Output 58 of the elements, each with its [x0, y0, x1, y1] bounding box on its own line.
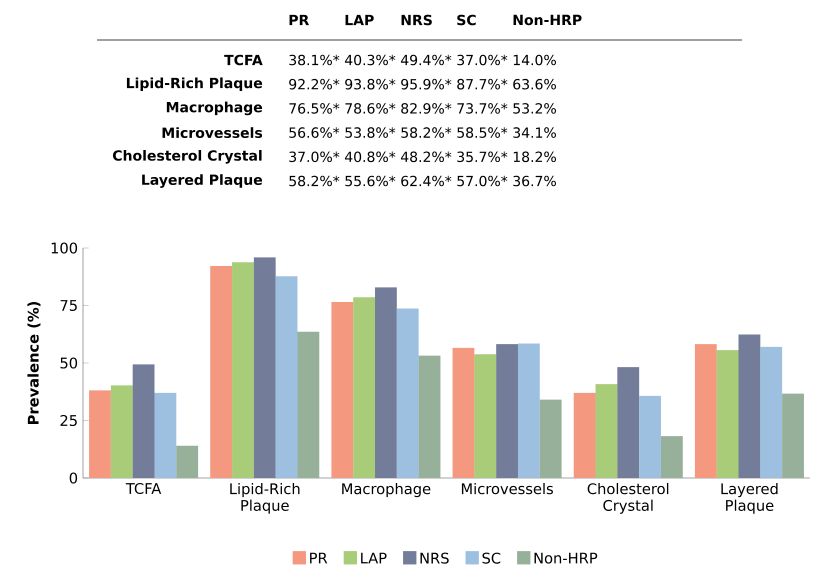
category-label: Lipid-Rich Plaque: [126, 77, 262, 91]
text: 92.2%*: [289, 78, 340, 90]
text: 18.2%: [514, 152, 556, 162]
y-tick-label: 25: [60, 414, 77, 426]
text: 73.7%*: [457, 103, 508, 114]
x-tick-label: Layered Plaque: [721, 482, 778, 514]
text: 37.0%*: [289, 152, 340, 162]
text: 93.8%*: [345, 78, 396, 90]
text: 48.2%*: [400, 152, 452, 162]
x-tick-label: Lipid-Rich Plaque: [230, 482, 300, 514]
text: 36.7%: [513, 176, 556, 186]
y-tick-label: 0: [70, 472, 78, 484]
text: 56.6%*: [289, 127, 340, 138]
text: 53.2%: [513, 103, 556, 114]
legend-label: Non-HRP: [534, 552, 598, 564]
category-label: Cholesterol Crystal: [112, 150, 262, 164]
category-label: Macrophage: [166, 102, 262, 116]
legend-label: SC: [482, 552, 500, 564]
text: 58.2%*: [289, 176, 340, 186]
y-tick-label: 50: [60, 357, 78, 369]
text: 63.6%: [513, 78, 556, 90]
legend-label: LAP: [361, 552, 387, 564]
text: 37.0%*: [457, 54, 508, 66]
legend-label: PR: [310, 552, 328, 564]
y-tick-label: 75: [60, 300, 77, 311]
text: 57.0%*: [457, 176, 508, 186]
category-label: TCFA: [224, 54, 263, 66]
category-label: Layered Plaque: [142, 174, 262, 188]
text: 87.7%*: [457, 78, 508, 90]
category-label: Microvessels: [162, 127, 262, 138]
text: 55.6%*: [345, 176, 396, 186]
legend-label: NRS: [420, 552, 449, 564]
text: 40.3%*: [344, 54, 396, 66]
text: LAP: [346, 14, 374, 26]
x-tick-label: TCFA: [126, 482, 162, 494]
text: 14.0%: [514, 54, 556, 66]
x-tick-label: Cholesterol Crystal: [588, 482, 668, 514]
text: 62.4%*: [401, 176, 452, 186]
text: 38.1%*: [289, 54, 340, 66]
text: 76.5%*: [289, 103, 340, 114]
text: 95.9%*: [401, 78, 452, 90]
text: Non-HRP: [514, 14, 582, 26]
x-tick-label: Macrophage: [342, 482, 430, 498]
text: 34.1%: [513, 127, 556, 138]
text: PR: [290, 14, 310, 26]
text: SC: [457, 14, 476, 26]
text: 58.2%*: [401, 127, 452, 138]
text: 40.8%*: [344, 152, 396, 162]
text: 78.6%*: [345, 103, 396, 114]
text: 35.7%*: [457, 152, 508, 162]
text: 82.9%*: [401, 103, 452, 114]
text: 58.5%*: [457, 127, 508, 138]
text: NRS: [402, 14, 432, 26]
y-axis-title: Prevalence (%): [27, 302, 40, 424]
text: 53.8%*: [345, 127, 396, 138]
y-tick-label: 100: [52, 242, 78, 254]
x-tick-label: Microvessels: [462, 482, 553, 494]
text: 49.4%*: [400, 54, 452, 66]
